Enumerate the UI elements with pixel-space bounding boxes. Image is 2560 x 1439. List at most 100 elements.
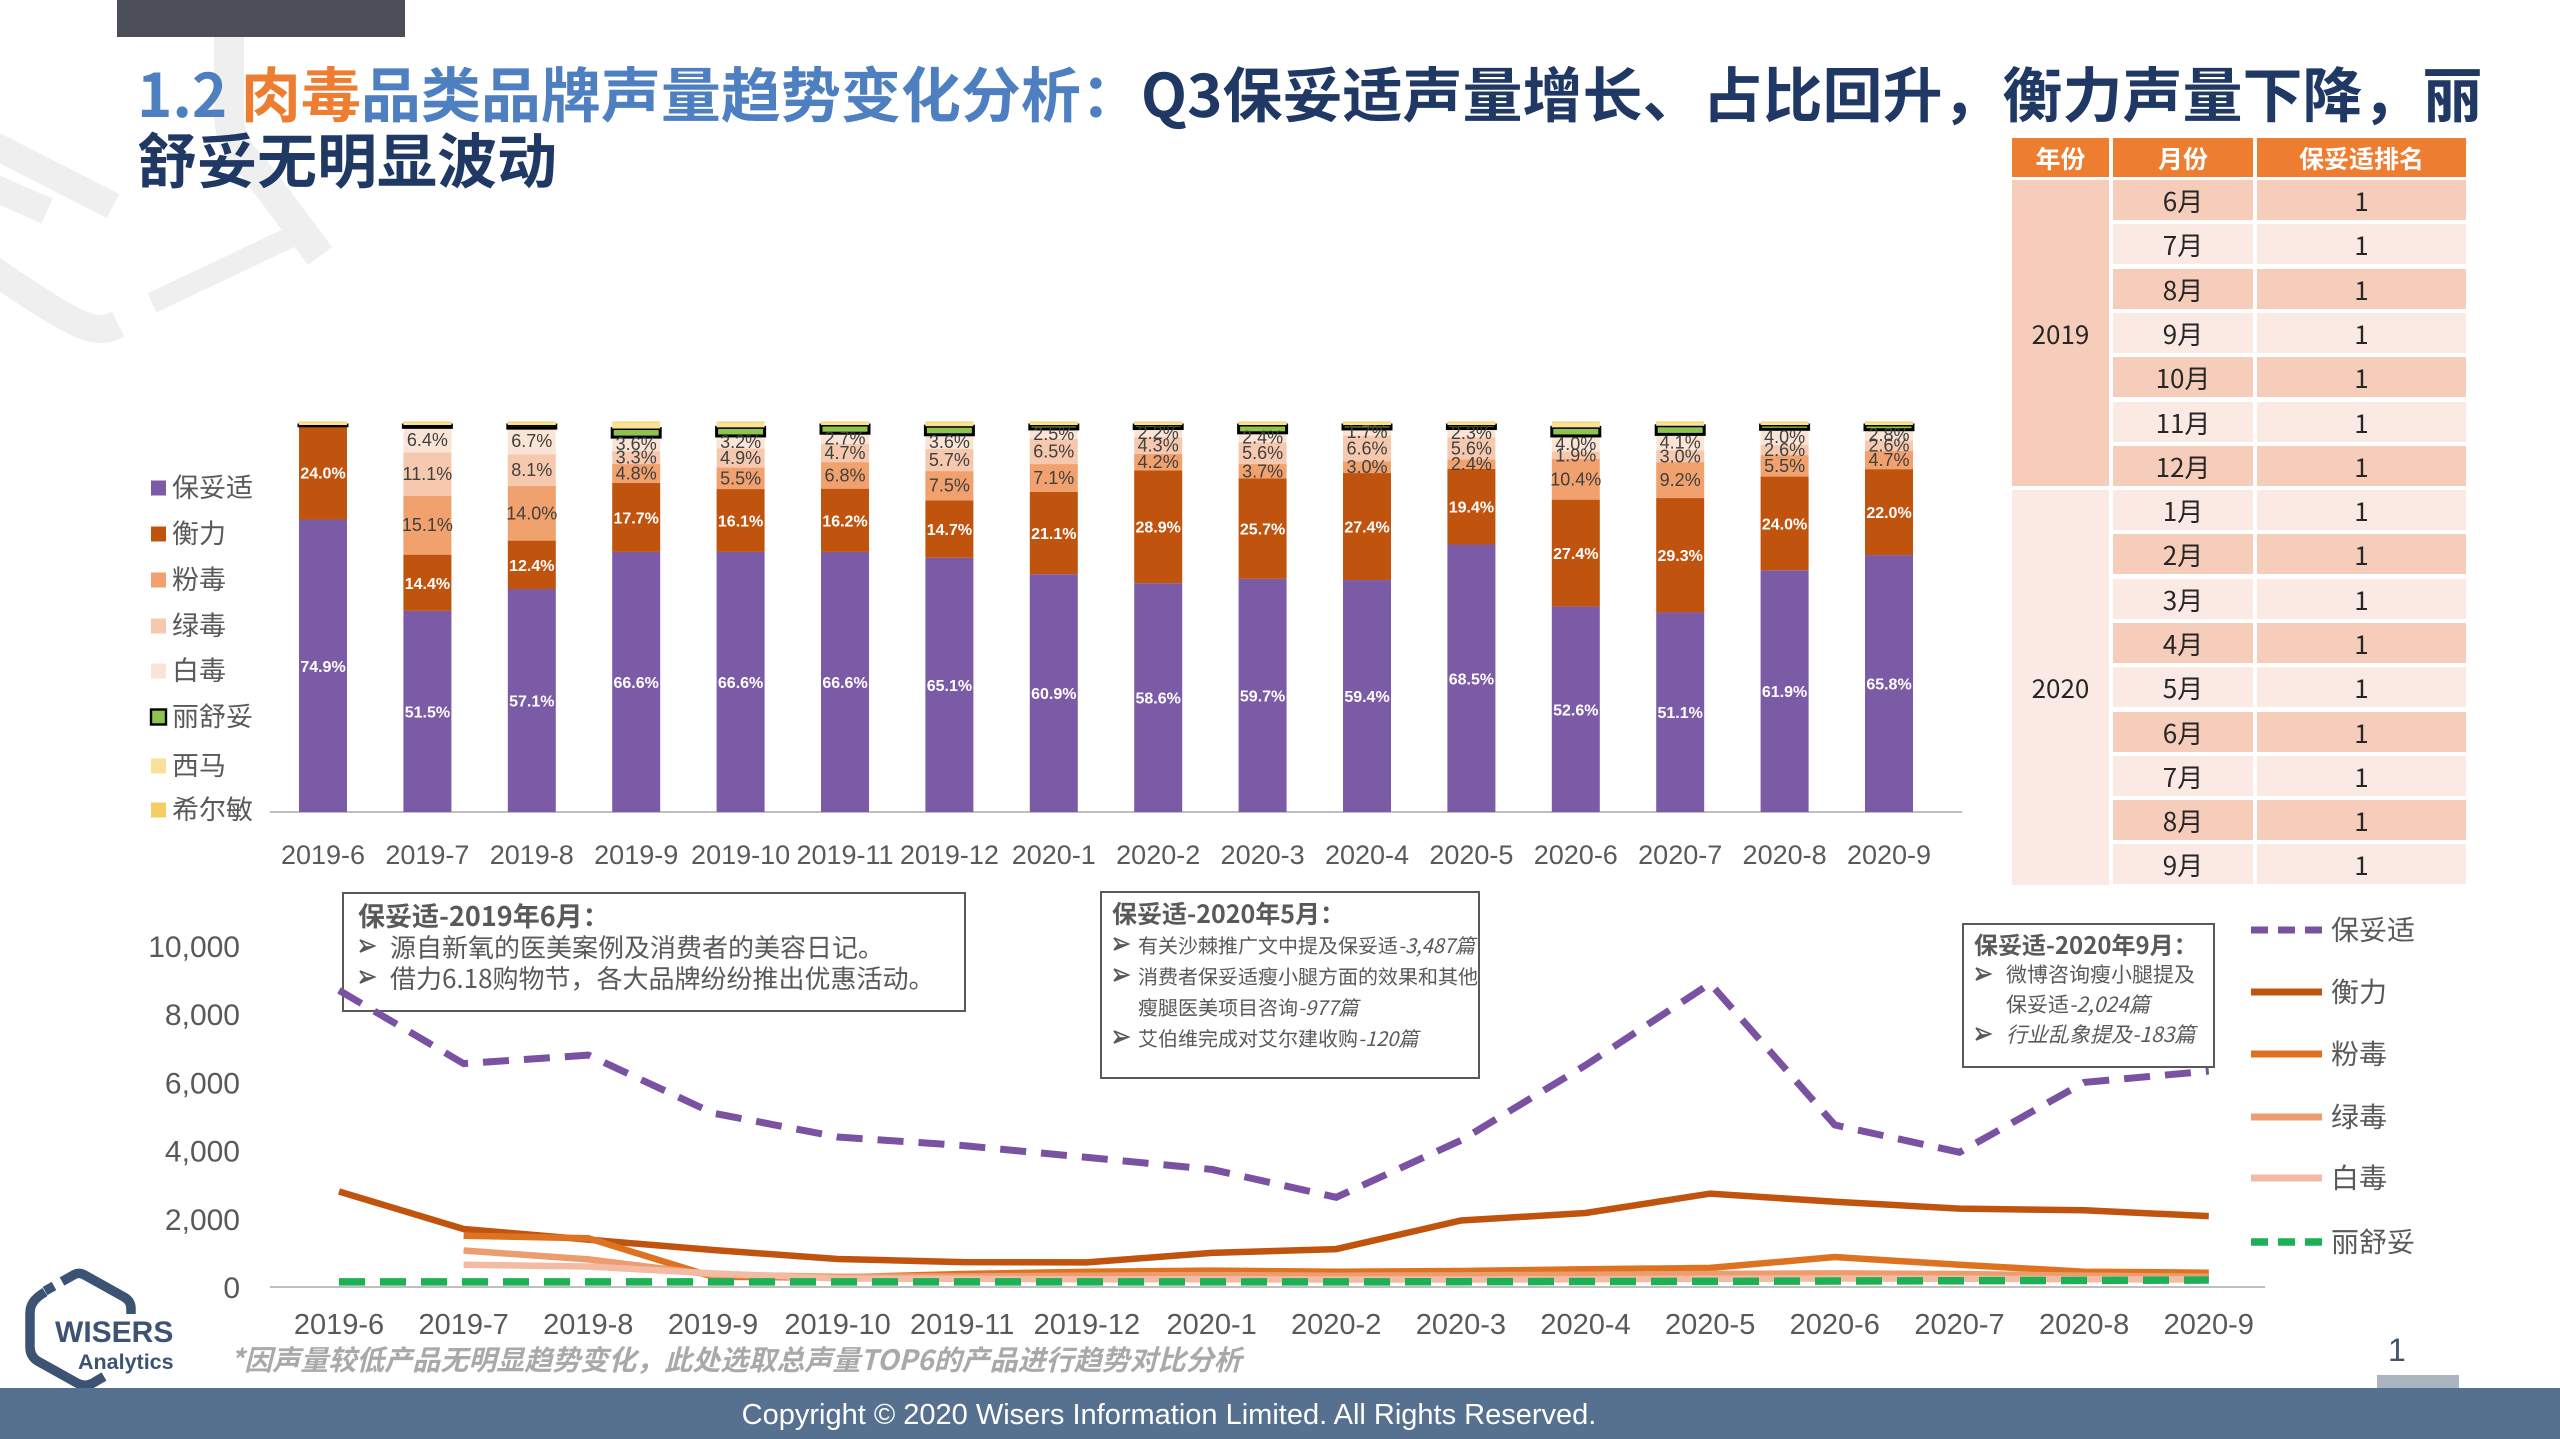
svg-text:9.2%: 9.2% [1660,470,1701,490]
svg-text:5.7%: 5.7% [929,450,970,470]
svg-text:2019-8: 2019-8 [490,840,574,870]
svg-text:丽舒妥: 丽舒妥 [172,695,253,734]
svg-text:2020-9: 2020-9 [2164,1309,2254,1341]
svg-text:22.0%: 22.0% [1866,505,1911,522]
svg-text:2019-7: 2019-7 [418,1309,508,1341]
svg-text:2019-12: 2019-12 [900,840,999,870]
svg-text:3.7%: 3.7% [1242,461,1283,481]
svg-text:51.1%: 51.1% [1658,705,1703,722]
svg-text:6.8%: 6.8% [824,465,865,485]
svg-text:4.8%: 4.8% [616,463,657,483]
svg-text:2019-12: 2019-12 [1034,1309,1140,1341]
svg-text:白毒: 白毒 [2331,1157,2387,1197]
svg-text:66.6%: 66.6% [822,675,867,692]
svg-text:2019-8: 2019-8 [543,1309,633,1341]
svg-text:2019-6: 2019-6 [281,840,365,870]
svg-text:14.4%: 14.4% [405,576,450,593]
svg-text:2019-10: 2019-10 [784,1309,890,1341]
svg-text:2020-4: 2020-4 [1325,840,1409,870]
svg-text:5.6%: 5.6% [1451,438,1492,458]
svg-text:4.3%: 4.3% [1138,436,1179,456]
svg-text:16.2%: 16.2% [822,513,867,530]
svg-text:衡力: 衡力 [172,512,226,551]
svg-text:65.1%: 65.1% [927,678,972,695]
svg-text:2020-8: 2020-8 [1743,840,1827,870]
svg-text:11.1%: 11.1% [403,464,453,484]
svg-text:丽舒妥: 丽舒妥 [2331,1221,2415,1261]
svg-text:3.3%: 3.3% [616,448,657,468]
svg-text:8,000: 8,000 [165,999,240,1032]
svg-text:WISERS: WISERS [55,1316,173,1349]
svg-text:14.7%: 14.7% [927,522,972,539]
svg-text:绿毒: 绿毒 [2331,1096,2387,1136]
svg-text:27.4%: 27.4% [1553,546,1598,563]
svg-text:2.7%: 2.7% [824,429,865,449]
svg-text:2.8%: 2.8% [1868,425,1909,445]
svg-text:粉毒: 粉毒 [2331,1033,2387,1073]
svg-text:27.4%: 27.4% [1344,520,1389,537]
svg-text:2020-7: 2020-7 [1914,1309,2004,1341]
svg-text:3.2%: 3.2% [720,432,761,452]
svg-text:3.6%: 3.6% [616,434,657,454]
svg-text:2020-1: 2020-1 [1166,1309,1256,1341]
svg-text:2.6%: 2.6% [1764,440,1805,460]
svg-text:6.5%: 6.5% [1033,441,1074,461]
svg-text:8.1%: 8.1% [511,460,552,480]
svg-text:4.2%: 4.2% [1138,452,1179,472]
svg-text:2020-2: 2020-2 [1116,840,1200,870]
svg-text:4.0%: 4.0% [1555,434,1596,454]
svg-text:2.6%: 2.6% [1868,436,1909,456]
svg-text:7.5%: 7.5% [929,476,970,496]
svg-text:3.0%: 3.0% [1660,446,1701,466]
svg-text:52.6%: 52.6% [1553,702,1598,719]
svg-text:59.4%: 59.4% [1344,689,1389,706]
svg-text:Analytics: Analytics [78,1350,174,1374]
svg-text:6.4%: 6.4% [407,430,448,450]
svg-text:6.6%: 6.6% [1346,438,1387,458]
svg-text:2020-7: 2020-7 [1638,840,1722,870]
svg-text:10,000: 10,000 [148,931,240,964]
svg-text:68.5%: 68.5% [1449,671,1494,688]
svg-text:3.0%: 3.0% [1346,457,1387,477]
svg-text:0: 0 [223,1272,240,1305]
svg-text:粉毒: 粉毒 [172,558,226,597]
svg-text:5.5%: 5.5% [1764,456,1805,476]
svg-text:57.1%: 57.1% [509,694,554,711]
svg-text:希尔敏: 希尔敏 [172,788,253,827]
svg-text:2.4%: 2.4% [1451,454,1492,474]
svg-text:西马: 西马 [172,744,226,783]
svg-text:2020-9: 2020-9 [1847,840,1931,870]
svg-text:1.7%: 1.7% [1346,422,1387,442]
svg-text:2019-9: 2019-9 [668,1309,758,1341]
svg-text:66.6%: 66.6% [718,675,763,692]
svg-text:58.6%: 58.6% [1136,691,1181,708]
svg-text:保妥适: 保妥适 [172,466,253,505]
svg-text:2020-2: 2020-2 [1291,1309,1381,1341]
svg-text:2019-11: 2019-11 [796,840,893,870]
svg-text:24.0%: 24.0% [1762,516,1807,533]
svg-text:4.7%: 4.7% [824,443,865,463]
svg-text:7.1%: 7.1% [1033,468,1074,488]
svg-text:16.1%: 16.1% [718,514,763,531]
svg-text:2.2%: 2.2% [1138,423,1179,443]
svg-text:60.9%: 60.9% [1031,686,1076,703]
svg-text:6,000: 6,000 [165,1067,240,1100]
svg-text:28.9%: 28.9% [1136,520,1181,537]
svg-text:2020-3: 2020-3 [1416,1309,1506,1341]
svg-text:10.4%: 10.4% [1550,469,1601,489]
svg-text:25.7%: 25.7% [1240,522,1285,539]
svg-text:2019-9: 2019-9 [594,840,678,870]
svg-text:24.0%: 24.0% [300,466,345,483]
svg-text:2020-5: 2020-5 [1429,840,1513,870]
svg-text:15.1%: 15.1% [402,515,453,535]
svg-text:4.9%: 4.9% [720,448,761,468]
svg-text:绿毒: 绿毒 [172,604,226,643]
svg-text:2.3%: 2.3% [1451,423,1492,443]
svg-text:4.0%: 4.0% [1764,427,1805,447]
svg-text:12.4%: 12.4% [509,558,554,575]
svg-text:1.9%: 1.9% [1555,445,1596,465]
svg-text:2020-6: 2020-6 [1790,1309,1880,1341]
svg-text:衡力: 衡力 [2331,971,2387,1011]
svg-text:21.1%: 21.1% [1031,526,1076,543]
svg-text:2020-4: 2020-4 [1540,1309,1630,1341]
